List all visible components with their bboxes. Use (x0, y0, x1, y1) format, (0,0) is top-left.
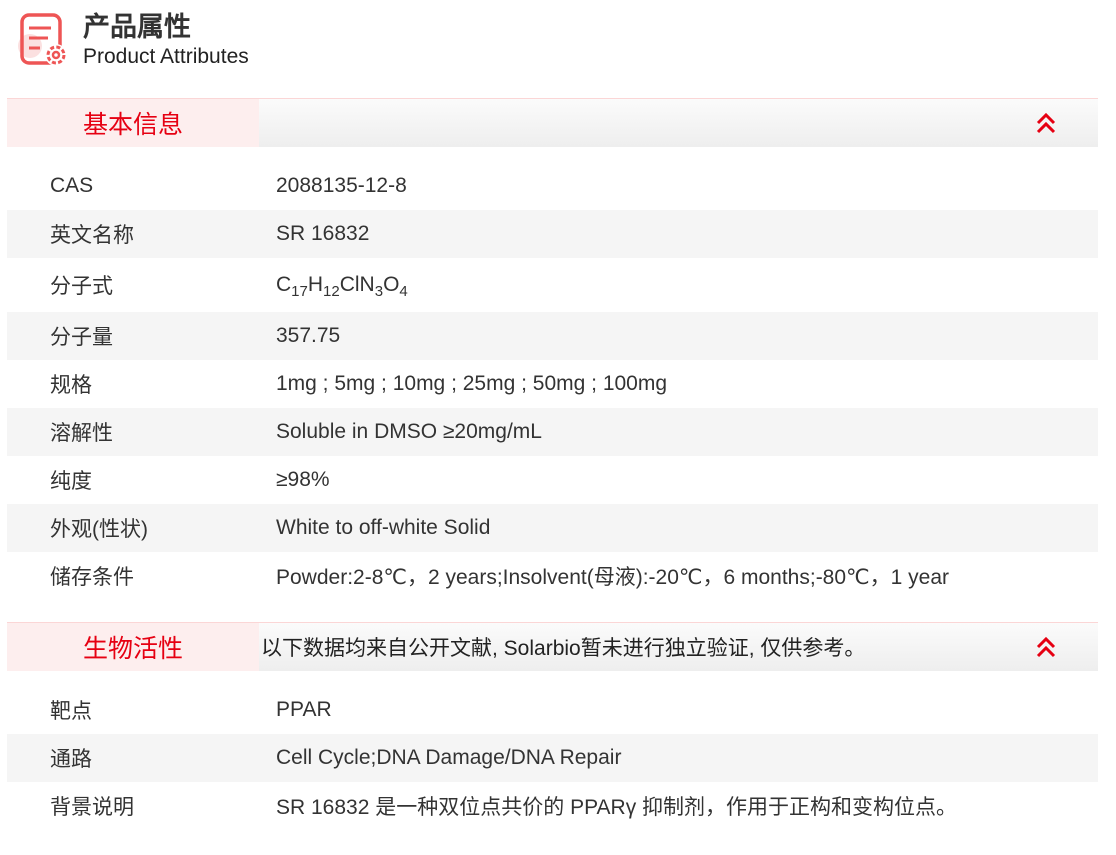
table-row: 背景说明 SR 16832 是一种双位点共价的 PPARγ 抑制剂，作用于正构和变… (7, 782, 1098, 830)
row-key: 英文名称 (50, 224, 134, 247)
section-bio-header: 生物活性 以下数据均来自公开文献, Solarbio暂未进行独立验证, 仅供参考… (7, 622, 1098, 671)
row-key: 外观(性状) (50, 518, 148, 541)
section-basic-header: 基本信息 (7, 98, 1098, 147)
table-row: 分子量 357.75 (7, 312, 1098, 360)
table-row: 储存条件 Powder:2-8℃，2 years;Insolvent(母液):-2… (7, 552, 1098, 600)
bio-activity-table: 靶点 PPAR 通路 Cell Cycle;DNA Damage/DNA Repair… (7, 686, 1098, 830)
row-value: SR 16832 是一种双位点共价的 PPARγ 抑制剂，作用于正构和变构位点。 (276, 796, 958, 819)
formula-part: 12 (323, 283, 340, 300)
table-row: 外观(性状) White to off-white Solid (7, 504, 1098, 552)
row-key: 通路 (50, 748, 92, 771)
formula-part: O (383, 273, 400, 296)
row-key: 背景说明 (50, 796, 134, 819)
table-row: CAS 2088135-12-8 (7, 162, 1098, 210)
row-key: 规格 (50, 374, 92, 397)
page-subtitle: Product Attributes (83, 45, 249, 68)
formula-part: 4 (399, 283, 408, 300)
double-chevron-up-icon[interactable] (1034, 111, 1058, 135)
row-key: 溶解性 (50, 422, 113, 445)
row-key: 分子量 (50, 326, 113, 349)
row-value: 357.75 (276, 324, 341, 347)
row-value: ≥98% (276, 468, 330, 491)
document-gear-icon (18, 13, 67, 66)
row-value: White to off-white Solid (276, 516, 491, 539)
table-row: 规格 1mg ; 5mg ; 10mg ; 25mg ; 50mg ; 100mg (7, 360, 1098, 408)
formula-part: C (276, 273, 292, 296)
row-value: C17H12ClN3O4 (276, 273, 1098, 300)
disclaimer-note: 以下数据均来自公开文献, Solarbio暂未进行独立验证, 仅供参考。 (261, 637, 866, 660)
table-row: 溶解性 Soluble in DMSO ≥20mg/mL (7, 408, 1098, 456)
formula-part: H (307, 273, 324, 296)
section-label: 基本信息 (7, 99, 259, 147)
row-value: 1mg ; 5mg ; 10mg ; 25mg ; 50mg ; 100mg (276, 372, 668, 395)
page-title: 产品属性 (83, 12, 191, 42)
row-value: Powder:2-8℃，2 years;Insolvent(母液):-20℃，6… (276, 566, 949, 589)
formula-part: 3 (374, 283, 384, 300)
row-key: 储存条件 (50, 566, 134, 589)
formula-part: ClN (339, 273, 375, 296)
table-row: 靶点 PPAR (7, 686, 1098, 734)
row-key: 分子式 (50, 275, 113, 298)
row-value: PPAR (276, 698, 332, 721)
row-value: Cell Cycle;DNA Damage/DNA Repair (276, 746, 622, 769)
table-row: 英文名称 SR 16832 (7, 210, 1098, 258)
row-key: CAS (50, 174, 94, 197)
row-value: Soluble in DMSO ≥20mg/mL (276, 420, 542, 443)
double-chevron-up-icon[interactable] (1034, 635, 1058, 659)
formula-part: 17 (291, 283, 308, 300)
row-key: 纯度 (50, 470, 92, 493)
table-row: 纯度 ≥98% (7, 456, 1098, 504)
basic-info-table: CAS 2088135-12-8 英文名称 SR 16832 分子式 C17H12ClN3… (7, 162, 1098, 600)
row-value: SR 16832 (276, 222, 370, 245)
row-value: 2088135-12-8 (276, 174, 407, 197)
page-header: 产品属性 Product Attributes (18, 12, 249, 71)
row-key: 靶点 (50, 700, 92, 723)
table-row: 分子式 C17H12ClN3O4 (7, 258, 1098, 312)
section-label: 生物活性 (7, 623, 259, 671)
table-row: 通路 Cell Cycle;DNA Damage/DNA Repair (7, 734, 1098, 782)
